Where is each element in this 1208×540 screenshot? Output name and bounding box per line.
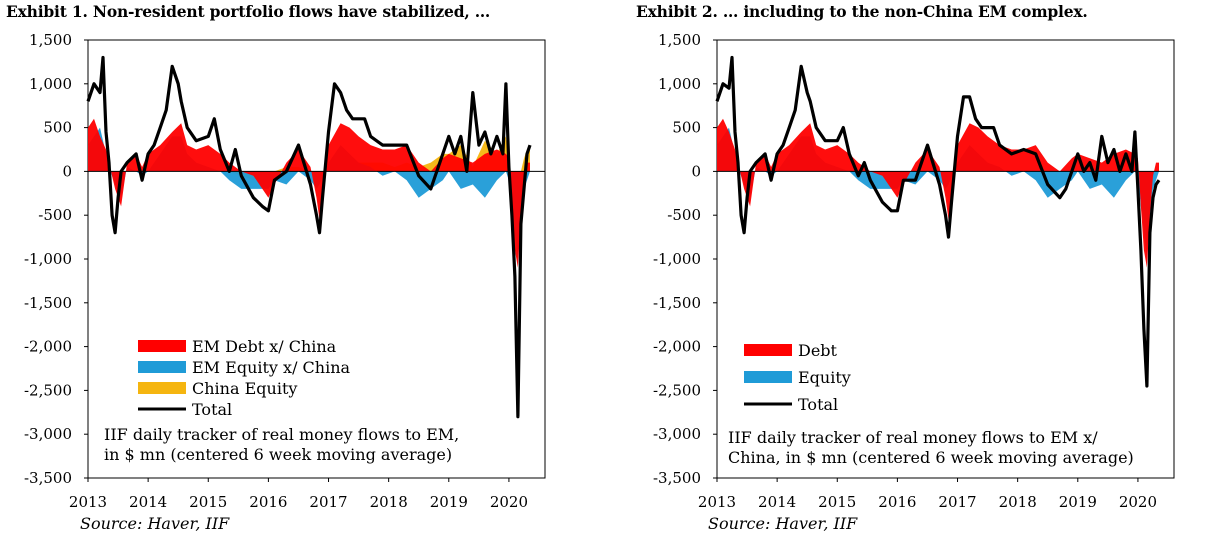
legend-label: China Equity (192, 379, 297, 398)
x-tick-label: 2013 (69, 493, 107, 511)
y-tick-label: -3,500 (24, 469, 72, 487)
series-area-em-debt-x-china (88, 118, 530, 268)
chart-note-line: IIF daily tracker of real money flows to… (728, 428, 1098, 447)
x-tick-label: 2016 (878, 493, 916, 511)
y-tick-label: 1,000 (658, 75, 701, 93)
legend-swatch-china-equity (138, 382, 186, 394)
x-tick-label: 2015 (189, 493, 227, 511)
chart-note-line: China, in $ mn (centered 6 week moving a… (728, 448, 1134, 467)
legend-swatch-debt (744, 344, 792, 356)
y-tick-label: -2,000 (653, 338, 701, 356)
legend-swatch-equity (744, 371, 792, 383)
exhibit-2-source: Source: Haver, IIF (708, 514, 858, 533)
y-tick-label: 500 (672, 119, 701, 137)
y-tick-label: -2,500 (653, 381, 701, 399)
y-tick-label: -500 (667, 206, 701, 224)
x-tick-label: 2019 (1059, 493, 1097, 511)
legend-label: EM Debt x/ China (192, 337, 337, 356)
y-tick-label: -2,000 (24, 338, 72, 356)
exhibit-1-panel: Exhibit 1. Non-resident portfolio flows … (6, 2, 546, 533)
y-tick-label: 500 (43, 119, 72, 137)
legend-label: EM Equity x/ China (192, 358, 351, 377)
x-tick-label: 2017 (938, 493, 976, 511)
x-tick-label: 2017 (309, 493, 347, 511)
x-tick-label: 2018 (370, 493, 408, 511)
x-tick-label: 2018 (999, 493, 1037, 511)
y-tick-label: 0 (691, 162, 701, 180)
series-area-debt (717, 118, 1159, 268)
plot-frame (716, 39, 1175, 479)
chart-note-line: IIF daily tracker of real money flows to… (104, 425, 459, 444)
x-tick-label: 2014 (129, 493, 167, 511)
y-tick-label: -500 (38, 206, 72, 224)
y-tick-label: -1,000 (653, 250, 701, 268)
exhibit-1-source: Source: Haver, IIF (80, 514, 230, 533)
y-tick-label: 0 (62, 162, 72, 180)
x-tick-label: 2019 (430, 493, 468, 511)
chart-note-line: in $ mn (centered 6 week moving average) (104, 445, 452, 464)
legend-label: Total (192, 400, 232, 419)
exhibit-1-title: Exhibit 1. Non-resident portfolio flows … (6, 2, 491, 21)
legend-label: Total (798, 395, 838, 414)
y-tick-label: -2,500 (24, 381, 72, 399)
exhibit-2-chart: 1,500 1,000 500 0 -500 -1,000 -1,500 -2,000 -2,5… (653, 31, 1175, 511)
y-tick-label: -3,000 (24, 425, 72, 443)
series-line-total (86, 55, 532, 419)
exhibit-2-panel: Exhibit 2. … including to the non-China … (604, 0, 1208, 540)
y-tick-label: 1,000 (29, 75, 72, 93)
y-tick-label: -3,000 (653, 425, 701, 443)
x-tick-label: 2013 (698, 493, 736, 511)
x-tick-label: 2016 (249, 493, 287, 511)
exhibit-1-chart: 1,500 1,000 500 0 -500 -1,000 -1,500 -2,000 -2,5… (24, 31, 546, 511)
series-line-total (715, 55, 1161, 388)
legend-label: Equity (798, 368, 851, 387)
x-tick-label: 2020 (490, 493, 528, 511)
legend-swatch-em-equity-x-china (138, 361, 186, 373)
legend-swatch-em-debt-x-china (138, 340, 186, 352)
x-tick-label: 2020 (1119, 493, 1157, 511)
x-tick-label: 2015 (818, 493, 856, 511)
plot-frame (87, 39, 546, 479)
y-tick-label: 1,500 (29, 31, 72, 49)
y-tick-label: -1,000 (24, 250, 72, 268)
x-tick-label: 2014 (758, 493, 796, 511)
y-tick-label: -1,500 (653, 294, 701, 312)
y-tick-label: 1,500 (658, 31, 701, 49)
y-tick-label: -3,500 (653, 469, 701, 487)
exhibit-2-title: Exhibit 2. … including to the non-China … (636, 2, 1088, 21)
legend-label: Debt (798, 341, 838, 360)
y-tick-label: -1,500 (24, 294, 72, 312)
